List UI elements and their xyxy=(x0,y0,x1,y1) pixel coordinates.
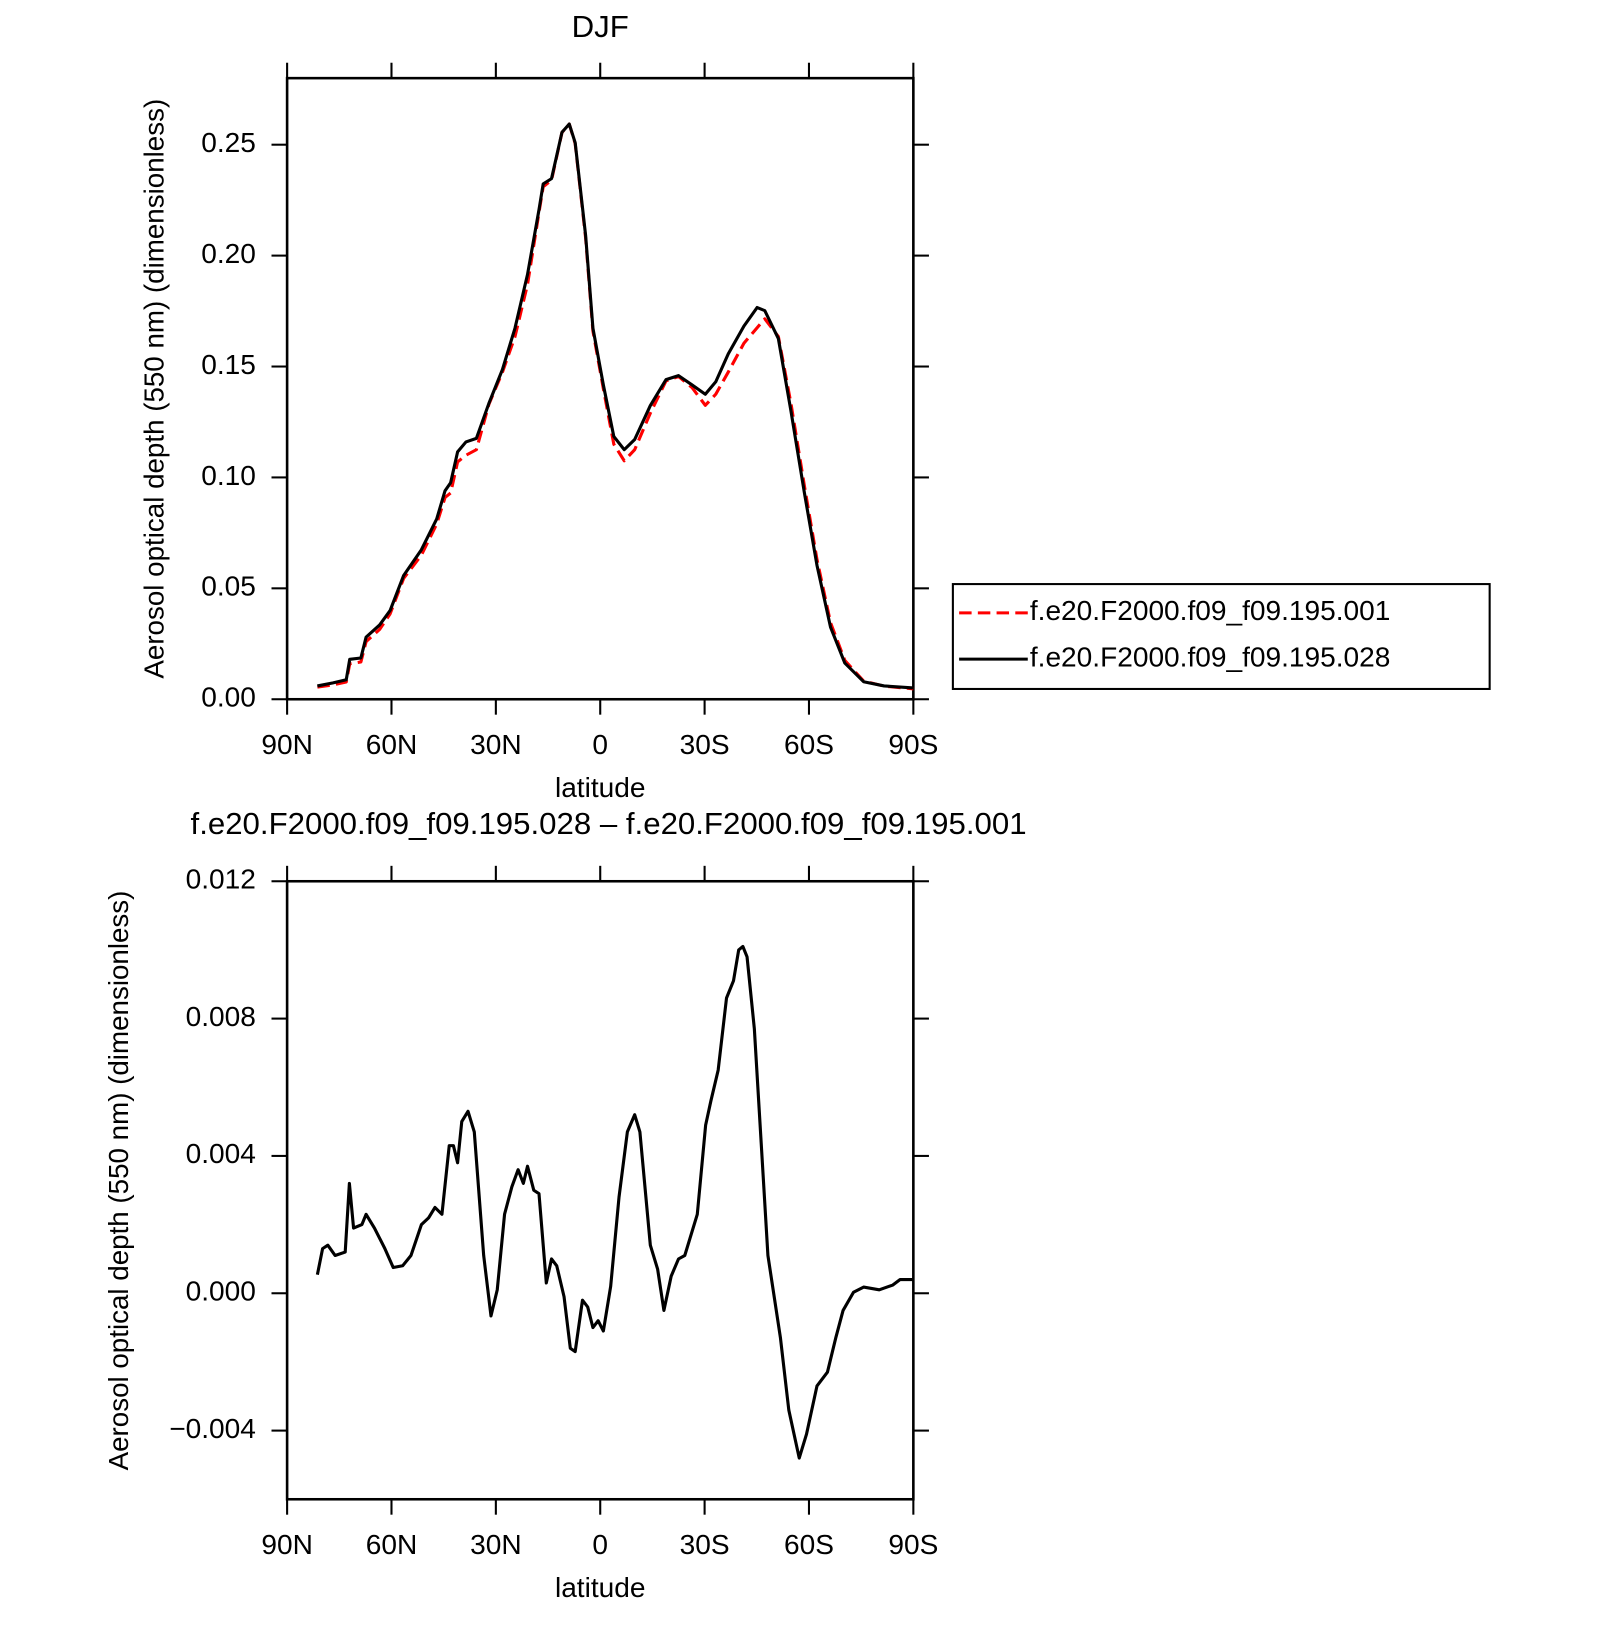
y-tick-label: 0.008 xyxy=(186,1001,256,1032)
x-tick-label: 90N xyxy=(261,729,312,760)
y-axis-label: Aerosol optical depth (550 nm) (dimensio… xyxy=(103,891,134,1471)
data-line xyxy=(315,944,914,1460)
legend-label: f.e20.F2000.f09_f09.195.001 xyxy=(1030,595,1391,626)
x-axis-label: latitude xyxy=(555,1572,646,1603)
y-tick-label: 0.20 xyxy=(201,238,256,269)
legend-box xyxy=(951,583,1491,690)
chart-title: DJF xyxy=(572,9,629,44)
x-tick-label: 60S xyxy=(784,729,834,760)
y-tick-label: 0.00 xyxy=(201,682,256,713)
x-tick-label: 30S xyxy=(680,1529,730,1560)
x-tick-label: 60N xyxy=(366,729,417,760)
x-tick-label: 30S xyxy=(680,729,730,760)
legend-label: f.e20.F2000.f09_f09.195.028 xyxy=(1030,642,1391,673)
data-line xyxy=(317,122,914,690)
x-tick-label: 30N xyxy=(470,1529,521,1560)
x-tick-label: 0 xyxy=(592,1529,608,1560)
y-tick-label: 0.15 xyxy=(201,349,256,380)
x-tick-label: 90S xyxy=(888,729,938,760)
x-tick-label: 30N xyxy=(470,729,521,760)
x-tick-label: 90S xyxy=(888,1529,938,1560)
y-tick-label: −0.004 xyxy=(169,1413,256,1444)
x-tick-label: 60S xyxy=(784,1529,834,1560)
y-tick-label: 0.10 xyxy=(201,460,256,491)
y-tick-label: 0.004 xyxy=(186,1138,256,1169)
y-axis-label: Aerosol optical depth (550 nm) (dimensio… xyxy=(138,99,169,679)
y-tick-label: 0.012 xyxy=(186,864,256,895)
y-tick-label: 0.05 xyxy=(201,571,256,602)
x-tick-label: 0 xyxy=(592,729,608,760)
plot-frame xyxy=(285,76,915,701)
y-tick-label: 0.000 xyxy=(186,1276,256,1307)
chart-title: f.e20.F2000.f09_f09.195.028 – f.e20.F200… xyxy=(191,806,1027,841)
x-tick-label: 90N xyxy=(261,1529,312,1560)
y-tick-label: 0.25 xyxy=(201,127,256,158)
x-axis-label: latitude xyxy=(555,772,646,803)
x-tick-label: 60N xyxy=(366,1529,417,1560)
plot-frame xyxy=(285,879,915,1501)
